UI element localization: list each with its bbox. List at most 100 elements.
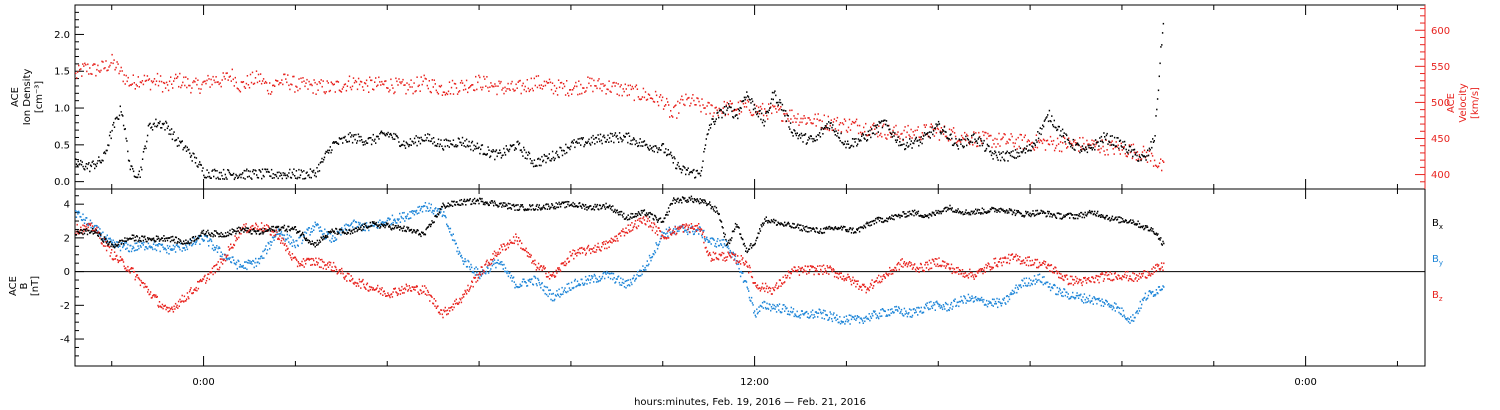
velocity-point: [139, 81, 142, 83]
density-point: [570, 145, 572, 148]
density-point: [882, 120, 884, 122]
density-point: [283, 174, 285, 177]
velocity-point: [993, 143, 995, 145]
bz-point: [263, 224, 266, 227]
density-point: [795, 134, 798, 137]
velocity-point: [194, 81, 196, 83]
velocity-point: [1031, 141, 1034, 144]
bz-point: [85, 225, 87, 228]
velocity-point: [383, 83, 385, 86]
by-point: [104, 239, 106, 242]
by-point: [806, 316, 809, 318]
density-point: [363, 141, 365, 143]
velocity-point: [661, 96, 664, 99]
by-point: [307, 227, 310, 229]
by-point: [726, 246, 729, 249]
velocity-point: [892, 129, 894, 132]
velocity-point: [413, 82, 415, 84]
by-point: [288, 241, 290, 243]
bz-point: [221, 263, 224, 265]
by-point: [125, 248, 127, 250]
density-point: [865, 134, 867, 136]
density-point: [471, 140, 474, 143]
density-point: [824, 125, 827, 127]
by-point: [133, 249, 136, 252]
density-point: [911, 147, 913, 149]
by-point: [1028, 277, 1030, 280]
velocity-point: [779, 107, 781, 110]
by-point: [554, 294, 557, 296]
velocity-point: [240, 81, 243, 83]
by-point: [406, 215, 408, 217]
by-point: [342, 229, 344, 232]
velocity-point: [855, 118, 858, 121]
by-point: [298, 236, 300, 239]
density-point: [389, 132, 392, 135]
bz-point: [731, 252, 733, 254]
density-point: [275, 175, 278, 178]
bz-point: [595, 251, 597, 253]
bz-point: [171, 306, 173, 309]
density-point: [900, 144, 903, 146]
density-point: [813, 138, 815, 140]
density-point: [726, 109, 728, 112]
by-point: [163, 247, 166, 250]
density-point: [694, 177, 696, 179]
density-point: [439, 143, 441, 146]
velocity-point: [837, 129, 840, 132]
by-point: [1105, 299, 1107, 302]
by-point: [440, 211, 442, 213]
bz-point: [343, 278, 346, 280]
velocity-point: [1053, 149, 1056, 152]
velocity-point: [295, 85, 297, 88]
by-point: [703, 229, 705, 232]
density-point: [609, 132, 612, 135]
density-point: [1000, 152, 1003, 154]
by-point: [1128, 318, 1130, 320]
density-point: [174, 139, 176, 142]
bz-point: [141, 281, 143, 284]
density-point: [1132, 155, 1134, 158]
by-point: [473, 267, 476, 270]
by-point: [940, 305, 942, 307]
bz-point: [367, 289, 369, 292]
by-point: [559, 296, 561, 298]
density-point: [1131, 149, 1133, 151]
bz-point: [86, 223, 88, 226]
velocity-point: [800, 117, 802, 120]
velocity-point: [933, 135, 936, 137]
density-point: [1002, 151, 1004, 153]
velocity-point: [394, 91, 396, 93]
by-point: [723, 243, 726, 245]
density-point: [766, 110, 769, 113]
velocity-point: [780, 106, 782, 108]
bz-point: [717, 258, 720, 261]
by-point: [510, 274, 513, 277]
by-point: [410, 217, 412, 219]
by-point: [99, 228, 101, 230]
by-point: [94, 224, 96, 227]
bz-point: [485, 263, 487, 265]
density-point: [421, 138, 423, 141]
velocity-point: [78, 64, 80, 67]
velocity-point: [918, 136, 920, 138]
velocity-point: [557, 79, 560, 81]
by-point: [286, 233, 288, 236]
by-point: [914, 312, 916, 314]
velocity-point: [985, 131, 987, 134]
by-point: [432, 212, 435, 215]
by-point: [536, 284, 538, 287]
velocity-point: [109, 64, 111, 67]
density-point: [232, 172, 235, 175]
density-point: [354, 138, 356, 141]
by-point: [911, 314, 914, 317]
velocity-point: [433, 79, 435, 81]
velocity-point: [395, 77, 397, 80]
density-point: [447, 139, 450, 142]
velocity-point: [629, 84, 631, 87]
velocity-point: [111, 53, 113, 56]
density-point: [990, 150, 992, 152]
bz-point: [313, 259, 315, 262]
velocity-point: [183, 76, 185, 79]
density-point: [558, 156, 560, 159]
